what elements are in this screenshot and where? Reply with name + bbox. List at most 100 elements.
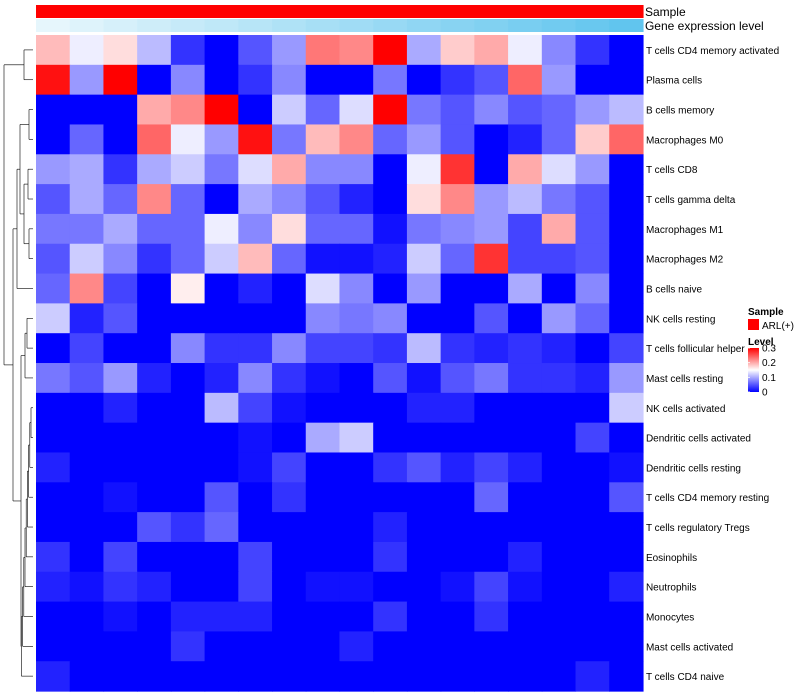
heatmap-cell — [305, 35, 341, 66]
heatmap-cell — [69, 452, 105, 483]
heatmap-cell — [406, 541, 442, 573]
heatmap-cell — [36, 184, 71, 215]
heatmap-cell — [440, 452, 475, 483]
heatmap-cell — [272, 35, 307, 66]
heatmap-cell — [238, 124, 273, 155]
heatmap-cell — [541, 631, 577, 662]
heatmap-cell — [204, 482, 239, 513]
heatmap-cell — [373, 661, 408, 692]
row-label: Eosinophils — [646, 553, 697, 564]
row-label: B cells naive — [646, 284, 703, 295]
heatmap-cell — [272, 64, 307, 96]
heatmap-cell — [609, 482, 644, 513]
heatmap-cell — [406, 661, 442, 692]
heatmap-cell — [272, 571, 307, 603]
heatmap-cell — [36, 661, 71, 692]
heatmap-cell — [204, 124, 239, 155]
heatmap-cell — [508, 243, 543, 275]
row-label: Mast cells activated — [646, 642, 733, 653]
annotation-tracks — [36, 5, 644, 32]
heatmap-cell — [575, 213, 610, 245]
heatmap-cell — [541, 363, 577, 394]
heatmap-cell — [474, 452, 509, 483]
heatmap-cell — [204, 213, 239, 245]
heatmap-cell — [170, 124, 206, 155]
heatmap-cell — [103, 303, 138, 334]
heatmap-cell — [305, 273, 341, 304]
heatmap-cell — [339, 303, 374, 334]
heatmap-cell — [406, 273, 442, 304]
heatmap-cell — [36, 422, 71, 454]
heatmap-cell — [204, 333, 239, 364]
level-legend: Level 0.3 0.2 0.1 0 — [748, 337, 776, 399]
heatmap-cell — [609, 601, 644, 632]
level-legend-ticks: 0.3 0.2 0.1 0 — [748, 344, 776, 399]
heatmap-cell — [69, 184, 105, 215]
heatmap-cell — [609, 631, 644, 662]
heatmap-cell — [305, 333, 341, 364]
heatmap-cell — [137, 94, 172, 126]
row-label: Macrophages M2 — [646, 255, 724, 266]
heatmap-cell — [170, 392, 206, 424]
heatmap-cell — [69, 64, 105, 96]
heatmap-cell — [170, 243, 206, 275]
heatmap-cell — [474, 184, 509, 215]
heatmap-cell — [272, 482, 307, 513]
annotation-cell-sample — [69, 5, 105, 18]
heatmap-cell — [339, 154, 374, 185]
heatmap-cell — [69, 35, 105, 66]
heatmap-cell — [474, 154, 509, 185]
heatmap-cell — [137, 601, 172, 632]
heatmap-cell — [137, 363, 172, 394]
heatmap-cell — [609, 64, 644, 96]
heatmap-cell — [137, 422, 172, 454]
heatmap-cell — [541, 273, 577, 304]
heatmap-cell — [137, 273, 172, 304]
heatmap-cell — [541, 512, 577, 543]
heatmap-cell — [440, 64, 475, 96]
heatmap-cell — [406, 631, 442, 662]
heatmap-cell — [406, 303, 442, 334]
heatmap-cell — [103, 363, 138, 394]
heatmap-cell — [36, 482, 71, 513]
row-label: Macrophages M1 — [646, 225, 724, 236]
heatmap-cell — [69, 631, 105, 662]
heatmap-cell — [440, 243, 475, 275]
heatmap-cell — [204, 273, 239, 304]
heatmap-cell — [474, 64, 509, 96]
heatmap-cell — [474, 571, 509, 603]
heatmap-cell — [103, 64, 138, 96]
heatmap-cell — [339, 333, 374, 364]
heatmap-cell — [575, 452, 610, 483]
heatmap-cell — [373, 154, 408, 185]
heatmap-cells — [36, 35, 644, 692]
annotation-cell-expression — [575, 19, 610, 32]
heatmap-cell — [137, 661, 172, 692]
annotation-cell-sample — [204, 5, 239, 18]
heatmap-cell — [541, 303, 577, 334]
heatmap-cell — [137, 213, 172, 245]
heatmap-cell — [170, 541, 206, 573]
heatmap-cell — [36, 452, 71, 483]
annotation-cell-expression — [36, 19, 71, 32]
heatmap-cell — [204, 64, 239, 96]
heatmap-cell — [204, 363, 239, 394]
heatmap-cell — [69, 512, 105, 543]
heatmap-cell — [440, 94, 475, 126]
heatmap-cell — [170, 482, 206, 513]
heatmap-cell — [305, 303, 341, 334]
heatmap-cell — [508, 541, 543, 573]
annotation-cell-expression — [474, 19, 509, 32]
annotation-label-expression: Gene expression level — [645, 19, 764, 33]
annotation-cell-sample — [406, 5, 442, 18]
heatmap-cell — [272, 541, 307, 573]
heatmap-cell — [575, 392, 610, 424]
annotation-cell-expression — [103, 19, 138, 32]
heatmap-cell — [272, 243, 307, 275]
annotation-cell-expression — [69, 19, 105, 32]
heatmap-cell — [541, 661, 577, 692]
heatmap-cell — [474, 273, 509, 304]
row-labels: T cells CD4 memory activated Plasma cells… — [646, 46, 779, 683]
heatmap-cell — [508, 154, 543, 185]
